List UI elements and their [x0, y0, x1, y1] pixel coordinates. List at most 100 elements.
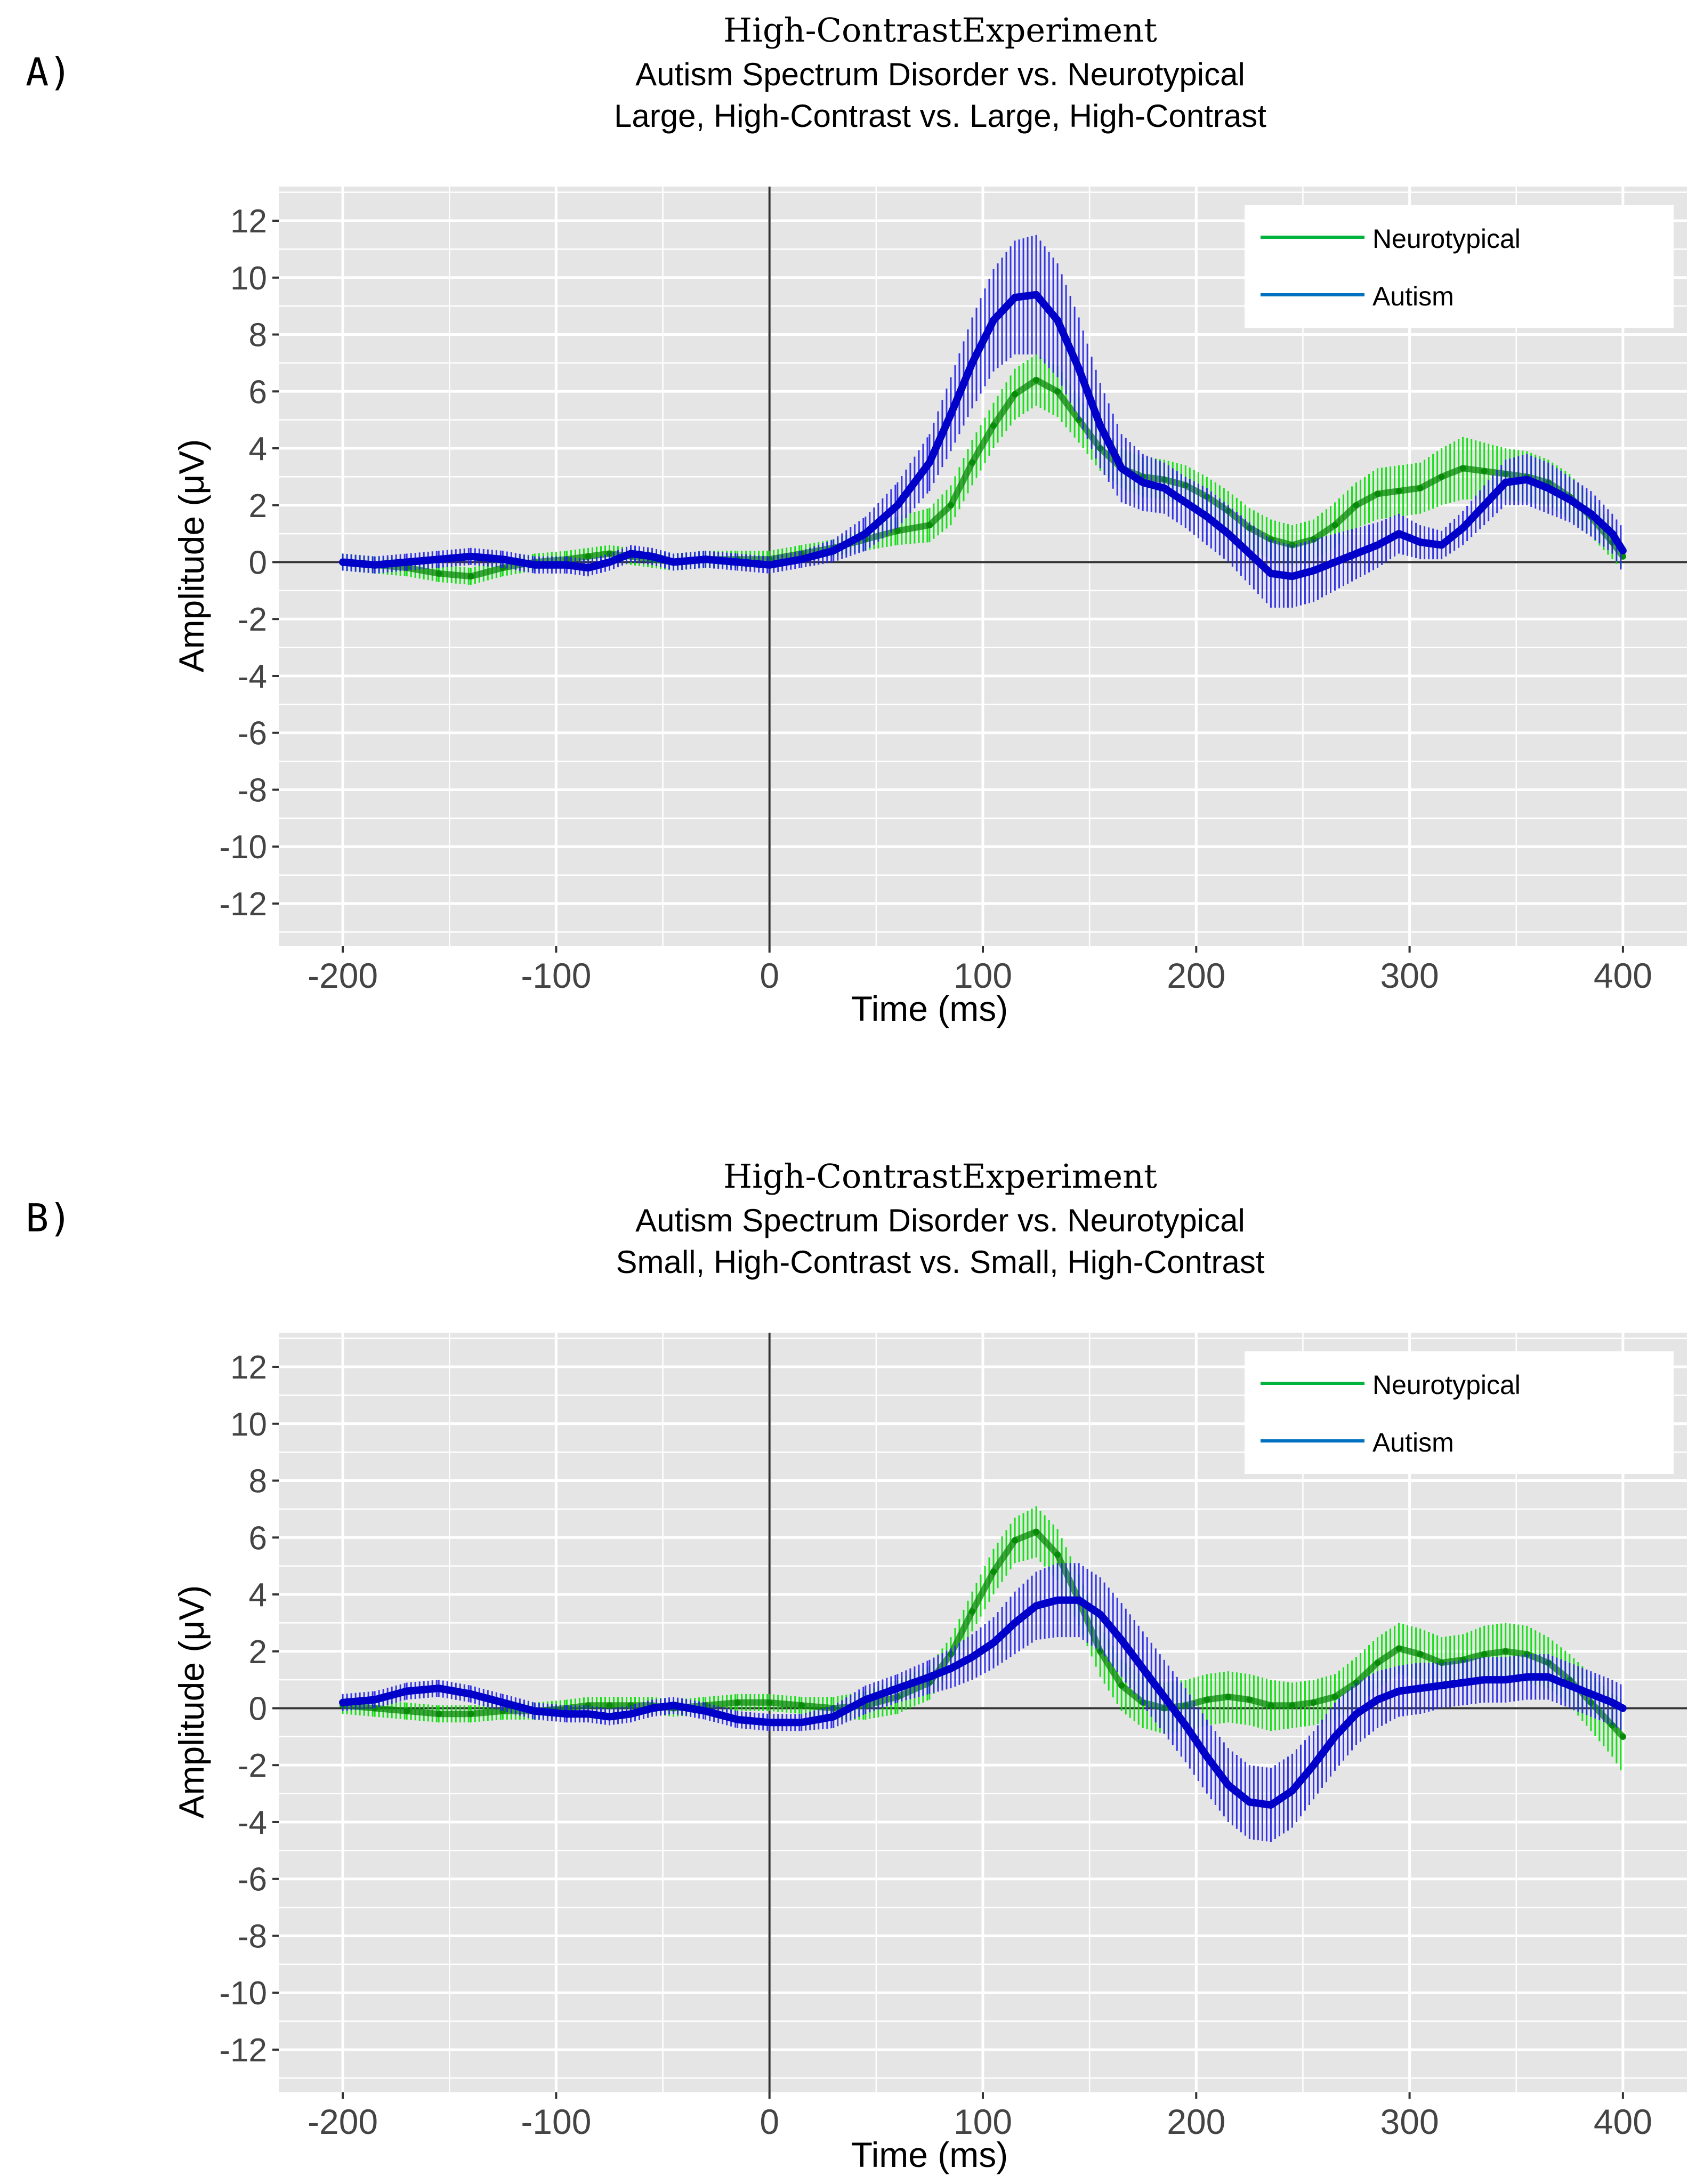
y-axis-title: Amplitude (μV)	[172, 439, 211, 673]
y-tick-label: -2	[238, 601, 267, 638]
data-point	[1395, 530, 1402, 537]
y-tick-label: -4	[238, 658, 267, 695]
mean-line-autism	[339, 1596, 1627, 1809]
data-point	[531, 561, 538, 568]
y-tick-label: 8	[249, 1463, 267, 1500]
data-point	[340, 559, 346, 566]
data-point	[1246, 550, 1253, 557]
x-axis-title: Time (ms)	[851, 2135, 1008, 2174]
data-point	[467, 553, 474, 560]
data-point	[1438, 1682, 1445, 1689]
data-point	[1438, 473, 1445, 480]
data-point	[862, 1696, 869, 1703]
y-tick-label: 10	[230, 260, 267, 297]
panel-label: B)	[26, 1196, 72, 1240]
data-point	[499, 556, 506, 563]
x-tick-label: 200	[1167, 956, 1225, 995]
data-point	[1204, 1753, 1210, 1760]
data-point	[403, 1688, 410, 1695]
data-point	[435, 1711, 442, 1718]
y-tick-label: 0	[249, 544, 267, 581]
data-point	[435, 570, 442, 577]
data-point	[1054, 388, 1061, 395]
data-point	[798, 1719, 805, 1726]
data-point	[1097, 1611, 1104, 1618]
data-point	[1331, 1694, 1338, 1701]
data-point	[1619, 547, 1626, 554]
legend-label-neurotypical: Neurotypical	[1372, 224, 1521, 254]
chart-title: High-ContrastExperiment	[723, 1157, 1157, 1196]
x-tick-label: -200	[308, 956, 378, 995]
x-tick-label: 400	[1594, 2102, 1652, 2141]
data-point	[830, 1713, 837, 1720]
axes: 12 10 8 6 4 2 0 -2 -4 -6 -8 -10 -12 -200 -100 0 100 200 30…	[219, 203, 1652, 995]
data-point	[968, 459, 975, 466]
data-point	[1374, 1659, 1381, 1666]
y-tick-label: 4	[249, 1577, 267, 1614]
data-point	[1459, 525, 1466, 531]
data-point	[467, 1690, 474, 1697]
data-point	[1161, 485, 1168, 491]
data-point	[894, 502, 901, 509]
legend: Neurotypical Autism	[1245, 1351, 1674, 1474]
chart-subtitle-2: Small, High-Contrast vs. Small, High-Con…	[616, 1244, 1264, 1280]
legend-box	[1245, 1351, 1674, 1474]
data-point	[1417, 1685, 1424, 1692]
data-point	[702, 556, 709, 563]
data-point	[1417, 485, 1424, 491]
data-point	[670, 559, 677, 566]
data-point	[1374, 542, 1381, 549]
data-point	[435, 556, 442, 563]
data-point	[1054, 317, 1061, 324]
y-tick-label: -2	[238, 1747, 267, 1784]
data-point	[1054, 1597, 1061, 1603]
data-point	[926, 522, 933, 529]
data-point	[1225, 1782, 1232, 1788]
data-point	[1438, 542, 1445, 549]
y-tick-label: 0	[249, 1690, 267, 1727]
data-point	[1481, 1651, 1488, 1658]
y-tick-label: 12	[230, 1349, 267, 1386]
data-point	[563, 1711, 570, 1718]
legend-box	[1245, 205, 1674, 328]
data-point	[1331, 522, 1338, 529]
data-point	[467, 1711, 474, 1718]
x-tick-label: 300	[1380, 2102, 1439, 2141]
data-point	[968, 1608, 975, 1615]
legend-label-autism: Autism	[1372, 1428, 1454, 1457]
data-point	[467, 573, 474, 580]
data-point	[1033, 376, 1040, 383]
data-point	[1609, 1699, 1616, 1706]
x-tick-label: 400	[1594, 956, 1652, 995]
x-tick-label: -100	[521, 2102, 591, 2141]
data-point	[1076, 365, 1083, 372]
data-point	[606, 559, 613, 566]
mean-line-neurotypical	[340, 376, 1626, 580]
data-point	[1310, 1699, 1317, 1706]
data-point	[403, 559, 410, 566]
y-tick-label: -4	[238, 1804, 267, 1841]
data-point	[403, 1707, 410, 1714]
y-tick-label: -8	[238, 772, 267, 809]
data-point	[894, 1685, 901, 1692]
data-point	[606, 1702, 613, 1709]
data-point	[649, 1705, 656, 1712]
data-point	[1118, 465, 1125, 472]
y-tick-label: -10	[219, 1975, 267, 2012]
x-tick-label: 100	[954, 2102, 1012, 2141]
data-point	[1246, 1696, 1253, 1703]
data-point	[1054, 1551, 1061, 1558]
y-tick-label: -10	[219, 829, 267, 866]
data-point	[1395, 1645, 1402, 1652]
data-point	[1161, 1694, 1168, 1701]
data-point	[1545, 485, 1552, 491]
data-point	[766, 1699, 773, 1706]
data-point	[1097, 422, 1104, 429]
y-tick-label: 4	[249, 431, 267, 468]
data-point	[1481, 1677, 1488, 1683]
data-point	[1012, 1537, 1019, 1544]
data-point	[585, 565, 592, 571]
data-point	[1566, 1682, 1573, 1689]
data-point	[1140, 1665, 1146, 1672]
data-point	[830, 547, 837, 554]
